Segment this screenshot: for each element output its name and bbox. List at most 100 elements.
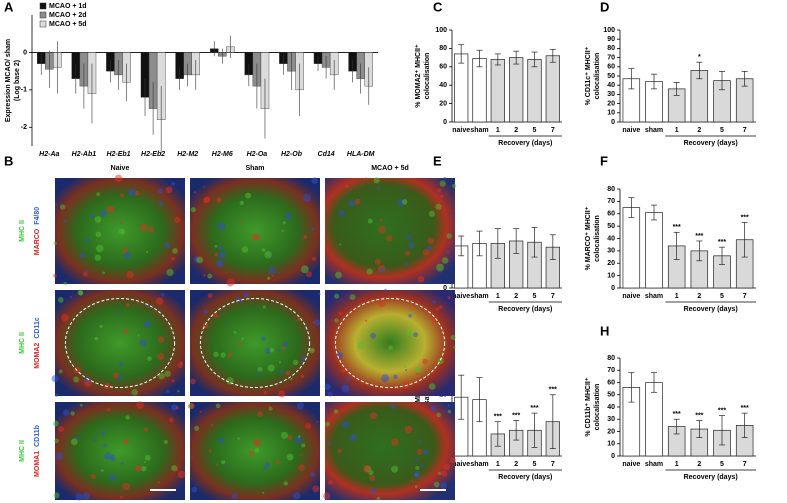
speckle <box>237 437 240 440</box>
y-tick-label: -1 <box>21 87 27 94</box>
speckle <box>286 453 294 461</box>
x-tick-label: 1 <box>496 127 500 134</box>
speckle <box>141 465 147 472</box>
x-tick-label: sham <box>645 461 663 468</box>
significance: *** <box>530 405 538 412</box>
legend-swatch <box>39 2 47 10</box>
speckle <box>158 481 161 484</box>
speckle <box>328 480 333 485</box>
speckle <box>436 412 442 418</box>
y-tick-label: 0 <box>443 285 447 292</box>
speckle <box>156 352 165 361</box>
speckle <box>190 207 197 213</box>
speckle <box>305 271 313 278</box>
x-tick-label: 2 <box>697 461 701 468</box>
speckle <box>175 406 179 410</box>
speckle <box>119 362 124 367</box>
speckle <box>79 252 85 258</box>
speckle <box>312 485 320 493</box>
speckle <box>298 464 305 471</box>
x-tick-label: 2 <box>514 127 518 134</box>
speckle <box>53 492 60 499</box>
speckle <box>447 296 451 300</box>
speckle <box>406 329 413 336</box>
x-tick-label: H2-Eb2 <box>141 151 165 158</box>
speckle <box>391 465 399 473</box>
significance: *** <box>741 214 749 221</box>
speckle <box>140 223 148 232</box>
y-tick-label: 20 <box>607 428 615 435</box>
speckle <box>433 481 440 488</box>
speckle <box>171 256 175 261</box>
region-outline <box>199 297 311 389</box>
x-tick-label: 7 <box>743 293 747 300</box>
y-tick-label: 40 <box>607 82 615 89</box>
speckle <box>213 313 219 318</box>
speckle <box>123 251 132 259</box>
significance: *** <box>718 239 726 246</box>
speckle <box>171 181 176 186</box>
speckle <box>69 295 73 299</box>
speckle <box>447 409 452 414</box>
y-tick-label: 70 <box>607 367 615 374</box>
speckle <box>94 336 99 341</box>
speckle <box>430 405 437 412</box>
speckle <box>384 288 387 292</box>
speckle <box>99 210 107 218</box>
speckle <box>313 319 321 326</box>
speckle <box>414 485 418 488</box>
speckle <box>282 221 286 225</box>
speckle <box>292 359 299 366</box>
panel-letter: C <box>433 0 443 14</box>
speckle <box>303 235 308 240</box>
speckle <box>58 369 63 374</box>
y-tick-label: 40 <box>439 82 447 89</box>
speckle <box>203 197 209 204</box>
speckle <box>177 470 186 479</box>
speckle <box>63 219 67 223</box>
legend-swatch <box>39 11 47 19</box>
speckle <box>316 420 319 423</box>
speckle <box>386 342 389 345</box>
speckle <box>143 320 152 328</box>
speckle <box>61 313 69 322</box>
speckle <box>335 271 342 279</box>
speckle <box>435 307 439 311</box>
speckle <box>341 368 346 373</box>
speckle <box>293 492 301 500</box>
speckle <box>436 263 444 272</box>
bar <box>622 207 641 289</box>
speckle <box>226 377 234 385</box>
speckle <box>415 366 422 373</box>
significance: *** <box>673 411 681 418</box>
region-outline <box>334 297 446 389</box>
speckle <box>443 463 451 471</box>
x-tick-label: sham <box>645 127 663 134</box>
panel-letter: F <box>600 153 608 168</box>
speckle <box>354 198 361 205</box>
y-tick-label: 30 <box>607 248 615 255</box>
speckle <box>267 276 271 280</box>
speckle <box>349 294 356 300</box>
x-tick-label: 5 <box>533 461 537 468</box>
speckle <box>123 328 129 334</box>
speckle <box>51 374 59 383</box>
x-tick-label: H2-Ob <box>281 151 303 158</box>
speckle <box>159 201 164 206</box>
x-tick-label: naive <box>452 461 470 468</box>
x-tick-label: 7 <box>743 127 747 134</box>
speckle <box>214 252 219 257</box>
speckle <box>416 448 423 455</box>
row-label: MHC II <box>19 440 26 462</box>
y-tick-label: 20 <box>607 100 615 107</box>
panel-letter: B <box>4 153 13 168</box>
speckle <box>55 452 64 460</box>
y-tick-label: 20 <box>439 100 447 107</box>
bar <box>545 55 560 123</box>
row-label: MHC II <box>19 332 26 354</box>
significance: *** <box>549 387 557 394</box>
speckle <box>377 185 381 190</box>
speckle <box>263 466 267 470</box>
micrograph <box>325 402 455 500</box>
speckle <box>171 379 175 383</box>
